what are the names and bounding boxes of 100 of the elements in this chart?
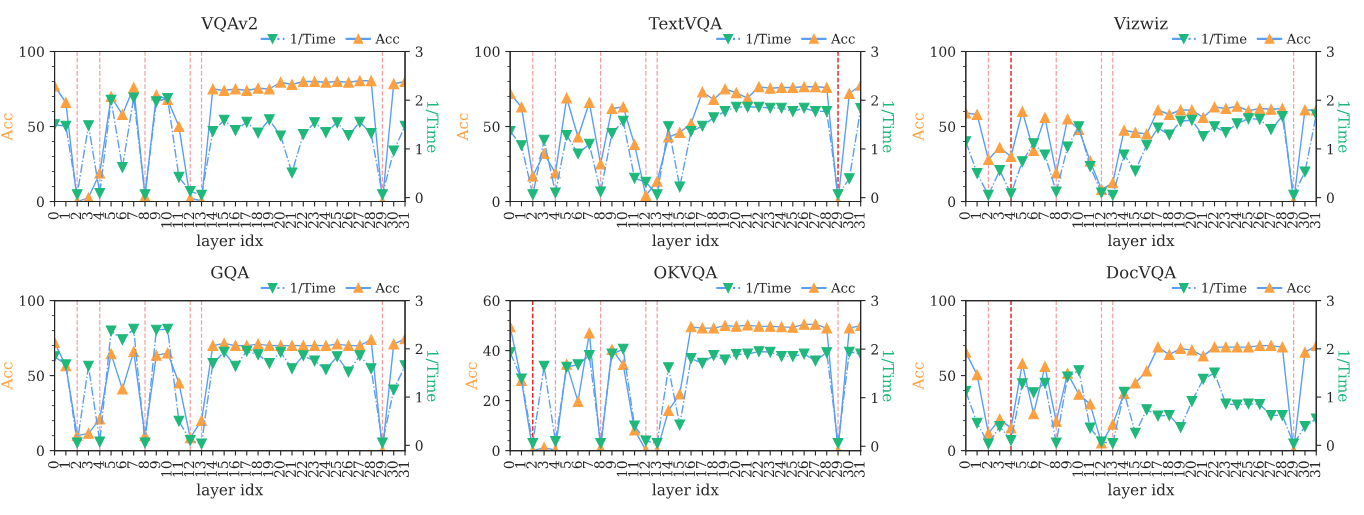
x-tick-label: 3 (82, 461, 93, 469)
legend-label: 1/Time (1202, 33, 1247, 45)
x-tick-label: 31 (1309, 213, 1321, 228)
x-tick-label: 1 (515, 462, 526, 468)
x-tick-label: 7 (1038, 461, 1049, 469)
x-tick-label: 2 (526, 212, 537, 220)
y-tick-label: 50 (939, 121, 956, 132)
x-tick-label: 12 (183, 461, 195, 477)
x-tick-label: 26 (1253, 461, 1264, 478)
y-axis-title: Acc (912, 113, 924, 141)
x-tick-label: 1 (515, 213, 526, 219)
y2-tick-label: 1 (416, 392, 422, 403)
y2-tick-label: 2 (871, 344, 878, 355)
x-tick-label: 22 (296, 461, 308, 478)
x-tick-label: 11 (628, 213, 639, 228)
x-tick-label: 7 (127, 461, 138, 469)
x-tick-label: 15 (1128, 461, 1140, 477)
x-tick-label: 24 (1230, 461, 1241, 478)
x-tick-label: 14 (661, 461, 673, 477)
x-tick-label: 24 (319, 461, 330, 478)
x-tick-label: 27 (808, 212, 820, 228)
y2-axis-title: 1/Time (1337, 350, 1350, 402)
x-tick-label: 18 (1162, 461, 1174, 477)
y-tick-label: 0 (948, 445, 956, 457)
x-tick-label: 14 (661, 211, 673, 228)
legend-label: Acc (830, 282, 855, 293)
y-axis-title: Acc (1, 362, 13, 390)
x-tick-label: 1 (970, 213, 981, 219)
x-tick-label: 14 (1117, 461, 1128, 477)
x-tick-label: 2 (70, 212, 81, 220)
x-tick-label: 9 (605, 461, 616, 469)
x-tick-label: 6 (1027, 212, 1038, 220)
x-tick-label: 28 (1275, 212, 1287, 228)
x-tick-label: 18 (1162, 212, 1174, 228)
x-tick-label: 28 (1275, 461, 1287, 478)
chart-title: DocVQA (1106, 265, 1177, 282)
legend-label: Acc (830, 33, 855, 44)
x-tick-label: 6 (115, 461, 127, 469)
x-tick-label: 21 (1196, 213, 1208, 228)
y-tick-label: 0 (492, 196, 500, 208)
x-tick-label: 29 (1287, 212, 1298, 228)
x-tick-label: 11 (628, 462, 639, 477)
x-tick-label: 30 (1298, 212, 1309, 228)
x-tick-label: 20 (729, 461, 741, 478)
x-tick-label: 29 (831, 212, 843, 228)
x-tick-label: 19 (718, 212, 730, 228)
chart-title: VQAv2 (201, 16, 257, 32)
x-tick-label: 27 (353, 212, 364, 228)
x-tick-label: 2 (981, 461, 993, 469)
x-tick-label: 29 (375, 212, 387, 228)
x-tick-label: 21 (285, 462, 296, 478)
chart-title: TextVQA (648, 16, 723, 32)
y-tick-label: 0 (948, 196, 956, 208)
legend-label: Acc (375, 282, 400, 293)
x-tick-label: 26 (342, 461, 353, 478)
x-tick-label: 12 (639, 461, 650, 477)
x-tick-label: 4 (1004, 211, 1015, 220)
x-tick-label: 8 (594, 461, 605, 469)
x-tick-label: 18 (707, 212, 718, 228)
x-tick-label: 24 (319, 211, 330, 228)
x-tick-label: 29 (831, 461, 843, 478)
x-tick-label: 20 (274, 212, 285, 228)
x-axis-title: layer idx (196, 483, 264, 499)
x-tick-label: 0 (503, 461, 515, 469)
x-tick-label: 4 (93, 461, 104, 469)
x-tick-label: 22 (752, 461, 763, 478)
x-tick-label: 27 (808, 461, 820, 478)
x-tick-label: 14 (206, 211, 217, 228)
x-tick-label: 22 (752, 212, 763, 228)
x-tick-label: 16 (684, 461, 696, 477)
x-tick-label: 8 (1049, 461, 1061, 469)
x-tick-label: 9 (149, 212, 161, 220)
y2-tick-label: 1 (416, 143, 422, 155)
x-tick-label: 7 (583, 461, 594, 469)
y2-tick-label: 2 (1326, 343, 1334, 355)
y2-tick-label: 3 (415, 46, 423, 57)
x-tick-label: 15 (673, 212, 684, 228)
x-tick-label: 4 (93, 211, 104, 220)
x-tick-label: 19 (262, 461, 274, 477)
x-tick-label: 23 (308, 461, 319, 478)
x-tick-label: 14 (1117, 211, 1128, 228)
x-tick-label: 6 (1027, 461, 1038, 469)
x-tick-label: 17 (240, 461, 251, 477)
x-tick-label: 8 (138, 212, 150, 220)
x-tick-label: 23 (308, 212, 319, 228)
x-tick-label: 25 (330, 212, 342, 228)
y2-tick-label: 1 (1327, 143, 1333, 155)
x-tick-label: 25 (1241, 212, 1253, 228)
y2-tick-label: 3 (1327, 295, 1334, 307)
legend-label: Acc (375, 33, 400, 44)
x-tick-label: 27 (1264, 461, 1275, 478)
x-tick-label: 21 (1196, 462, 1208, 478)
x-tick-label: 0 (959, 212, 970, 220)
x-tick-label: 12 (183, 212, 195, 228)
y-tick-label: 0 (36, 196, 44, 208)
x-tick-label: 13 (650, 461, 662, 477)
y-tick-label: 50 (939, 370, 956, 382)
y2-tick-label: 0 (1326, 192, 1334, 204)
x-tick-label: 16 (1140, 461, 1151, 477)
y-tick-label: 20 (483, 395, 500, 407)
